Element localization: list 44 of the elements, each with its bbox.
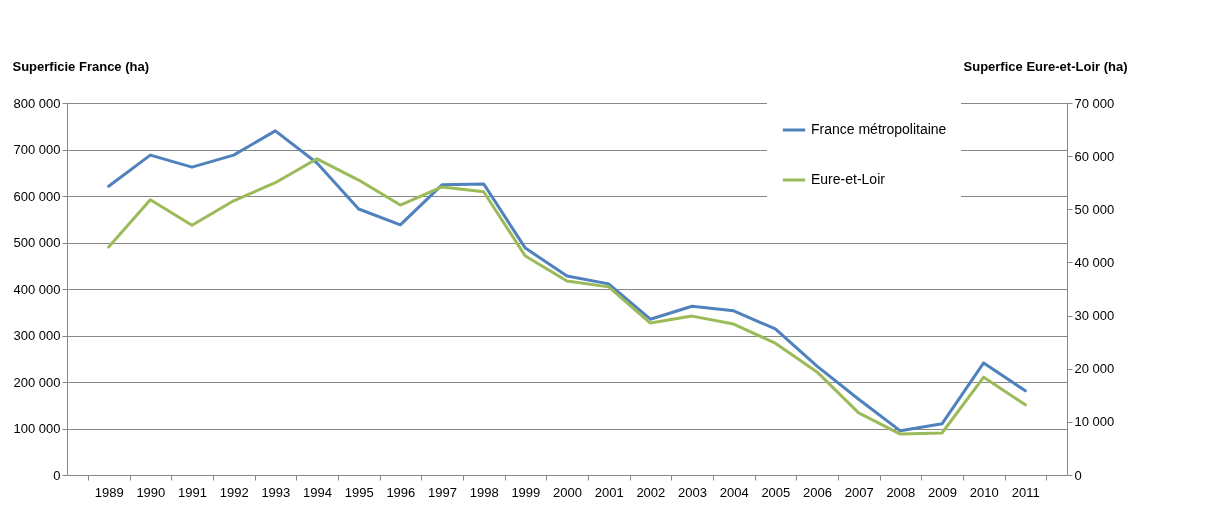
- x-tick-label: 2007: [844, 484, 874, 500]
- y2-tick-label: 10 000: [1074, 414, 1115, 430]
- x-tick-label: 1991: [178, 484, 207, 500]
- y2-tick-label: 70 000: [1074, 95, 1115, 111]
- y2-tick-label: 30 000: [1074, 308, 1115, 324]
- x-tick-label: 1995: [344, 484, 374, 500]
- y-tick-label: 700 000: [13, 142, 61, 157]
- x-tick-label: 2001: [594, 484, 624, 500]
- y2-tick-label: 60 000: [1074, 148, 1115, 164]
- x-tick-label: 1994: [303, 484, 332, 500]
- x-tick-label: 2000: [553, 484, 582, 500]
- y-tick-label: 200 000: [13, 374, 61, 390]
- x-tick-label: 1989: [94, 484, 124, 500]
- y2-tick-label: 20 000: [1074, 361, 1115, 377]
- y-tick-label: 600 000: [13, 188, 61, 204]
- y-tick-label: 500 000: [13, 235, 61, 250]
- y2-axis-title: Superfice Eure-et-Loir (ha): [963, 58, 1128, 74]
- x-tick-label: 2005: [761, 484, 791, 500]
- x-tick-label: 1996: [386, 484, 416, 500]
- x-tick-label: 2004: [719, 484, 749, 500]
- x-tick-label: 2011: [1011, 484, 1040, 500]
- y2-tick-label: 0: [1074, 467, 1082, 483]
- x-tick-label: 1997: [428, 484, 457, 500]
- legend-label: Eure-et-Loir: [811, 171, 886, 187]
- legend-label: France métropolitaine: [811, 121, 947, 137]
- y-axis-title: Superficie France (ha): [12, 58, 150, 74]
- x-tick-label: 2002: [636, 484, 666, 500]
- x-tick-label: 1998: [469, 484, 499, 500]
- y-tick-label: 0: [53, 467, 61, 483]
- x-tick-label: 2003: [678, 484, 707, 500]
- x-tick-label: 1999: [511, 484, 541, 500]
- x-tick-label: 2008: [886, 484, 916, 500]
- x-tick-label: 2006: [803, 484, 832, 500]
- x-tick-label: 2009: [928, 484, 957, 500]
- x-tick-label: 1990: [136, 484, 166, 500]
- y-tick-label: 400 000: [13, 281, 61, 297]
- y2-tick-label: 50 000: [1074, 201, 1115, 217]
- y2-tick-label: 40 000: [1074, 254, 1115, 270]
- x-tick-label: 1993: [261, 484, 291, 500]
- y-tick-label: 100 000: [13, 421, 61, 436]
- x-tick-label: 1992: [219, 484, 249, 500]
- y-tick-label: 300 000: [13, 328, 61, 343]
- x-tick-label: 2010: [969, 484, 999, 500]
- y-tick-label: 800 000: [13, 95, 61, 111]
